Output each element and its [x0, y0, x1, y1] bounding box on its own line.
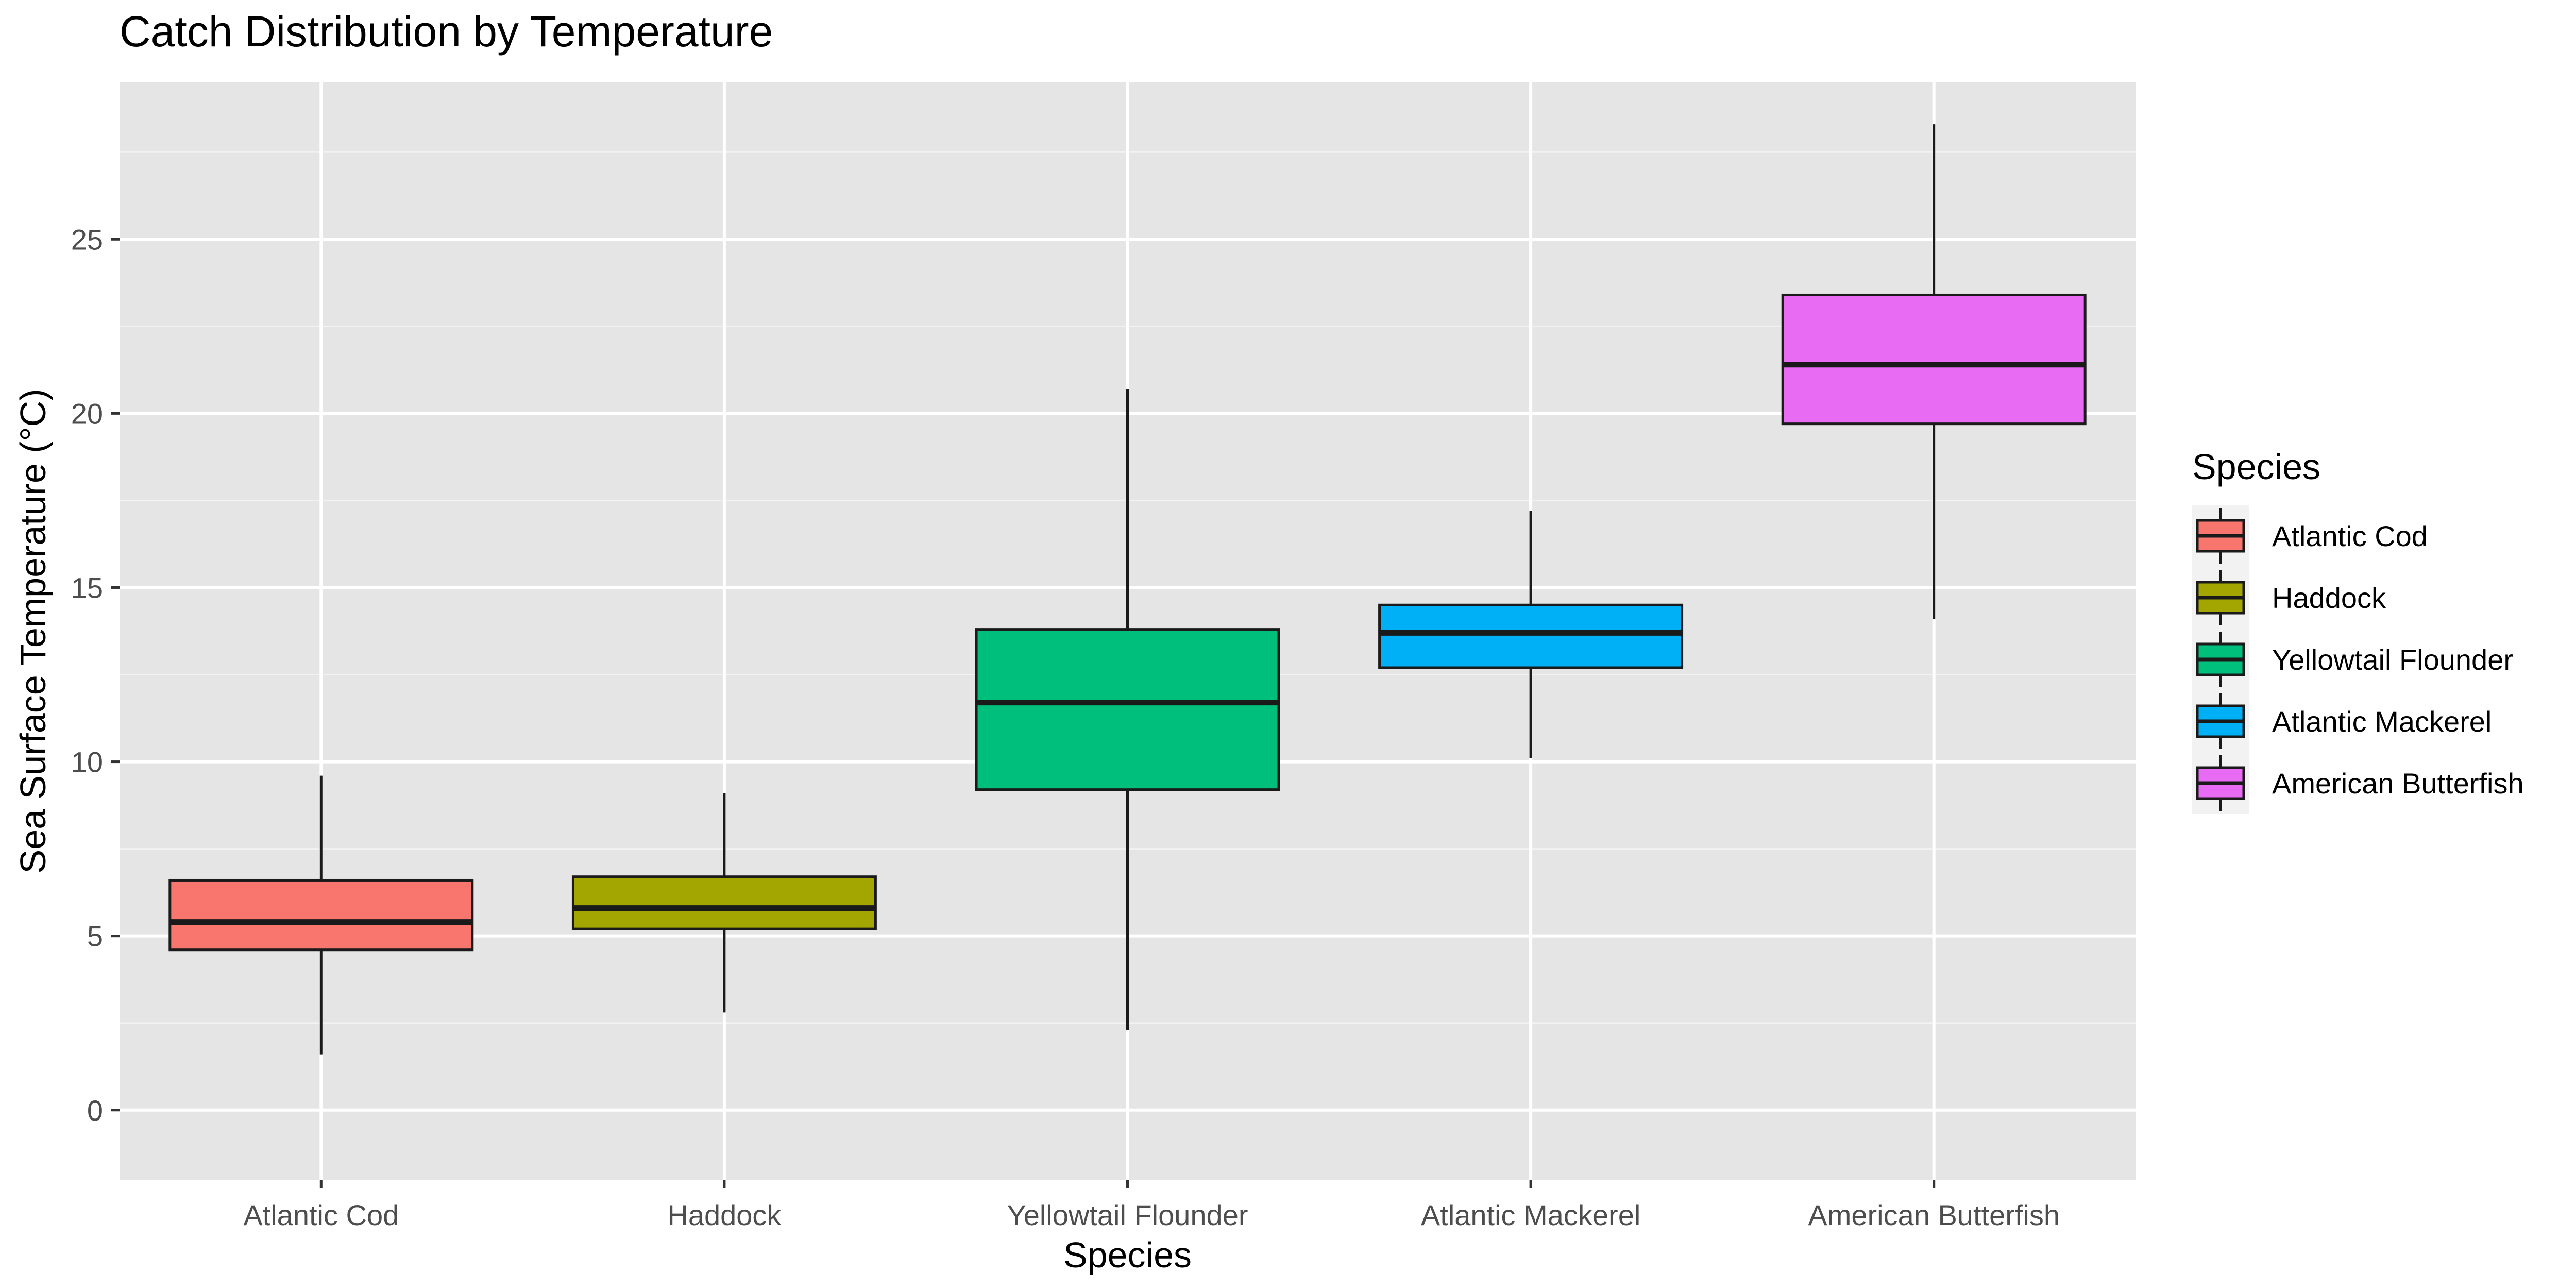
y-axis-title: Sea Surface Temperature (°C): [13, 388, 53, 873]
y-tick-label: 0: [87, 1094, 103, 1127]
box-iqr: [1781, 293, 2087, 426]
x-tick-label: Yellowtail Flounder: [1007, 1199, 1248, 1231]
y-axis: 0 5 10 15 20 25: [71, 223, 120, 1127]
box-atlantic-cod: [168, 775, 474, 1055]
box-haddock: [571, 793, 877, 1013]
legend-item-atlantic-mackerel: Atlantic Mackerel: [2196, 693, 2492, 749]
y-tick-label: 5: [87, 920, 103, 953]
legend-label: American Butterfish: [2272, 767, 2524, 800]
legend-label: Yellowtail Flounder: [2272, 643, 2513, 676]
x-tick-label: Haddock: [667, 1199, 782, 1231]
legend-label: Haddock: [2272, 582, 2386, 614]
y-tick-label: 10: [71, 746, 103, 778]
box-iqr: [1378, 603, 1684, 669]
legend-item-atlantic-cod: Atlantic Cod: [2196, 508, 2428, 564]
x-tick-label: Atlantic Mackerel: [1421, 1199, 1640, 1231]
box-iqr: [168, 878, 474, 952]
legend-title: Species: [2192, 447, 2320, 487]
box-yellowtail-flounder: [975, 389, 1280, 1030]
box-iqr: [975, 628, 1280, 791]
legend-label: Atlantic Mackerel: [2272, 705, 2492, 738]
box-american-butterfish: [1781, 124, 2087, 619]
y-tick-label: 25: [71, 223, 103, 256]
box-iqr: [571, 875, 877, 930]
x-tick-label: Atlantic Cod: [243, 1199, 399, 1231]
y-tick-label: 15: [71, 571, 103, 604]
legend-label: Atlantic Cod: [2272, 520, 2428, 552]
box-atlantic-mackerel: [1378, 511, 1684, 758]
legend-item-american-butterfish: American Butterfish: [2196, 755, 2524, 811]
legend-item-yellowtail-flounder: Yellowtail Flounder: [2196, 632, 2513, 687]
chart-title: Catch Distribution by Temperature: [120, 7, 773, 56]
x-axis: Atlantic Cod Haddock Yellowtail Flounder At…: [243, 1180, 2060, 1231]
y-tick-label: 20: [71, 397, 103, 430]
boxes: [168, 124, 2087, 1055]
x-tick-label: American Butterfish: [1808, 1199, 2060, 1231]
x-axis-title: Species: [1063, 1235, 1192, 1275]
legend: Species Atlantic Cod Haddock Yellowtail Fl…: [2192, 447, 2524, 814]
legend-item-haddock: Haddock: [2196, 570, 2386, 625]
